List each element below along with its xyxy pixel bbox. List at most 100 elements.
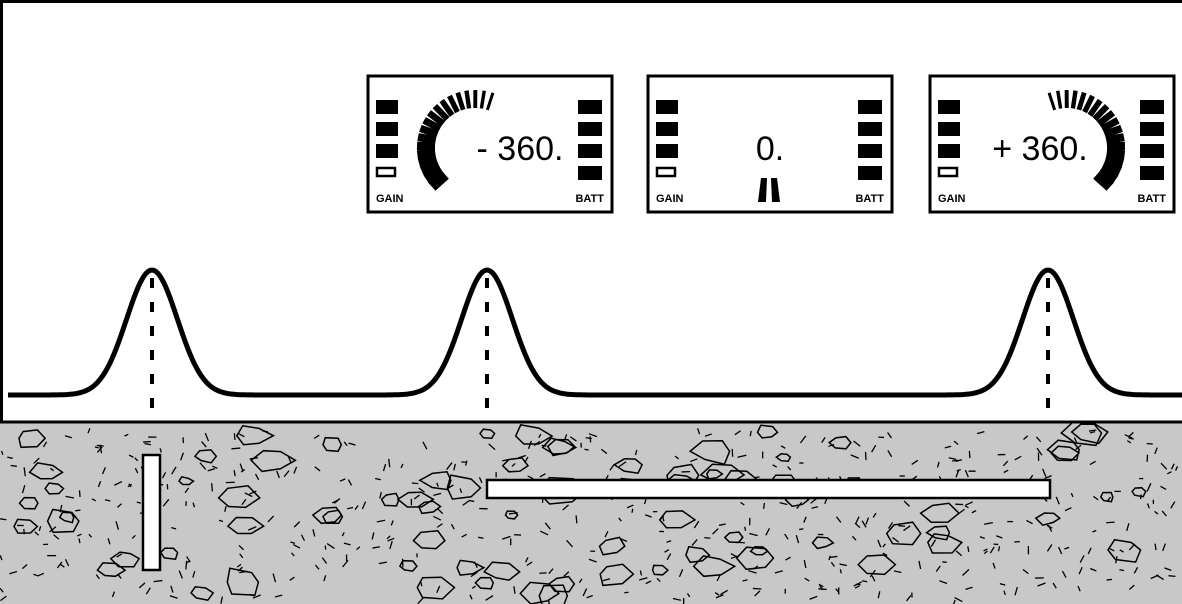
grit <box>292 543 301 549</box>
grit <box>666 553 672 561</box>
grit <box>64 558 70 567</box>
grit <box>169 595 178 599</box>
grit <box>602 578 611 582</box>
arc-segment <box>455 91 466 111</box>
grit <box>161 472 167 479</box>
arc-segment <box>1070 90 1078 109</box>
stone <box>418 470 452 491</box>
grit <box>462 500 470 506</box>
grit <box>903 500 910 507</box>
grit <box>502 535 511 540</box>
grit <box>639 570 643 576</box>
grit <box>804 577 810 582</box>
grit <box>289 576 295 581</box>
grit <box>918 560 922 570</box>
grit <box>631 508 634 513</box>
arc-segment <box>419 124 439 139</box>
reading: 0. <box>756 130 784 168</box>
grit <box>839 563 847 567</box>
grit <box>37 572 44 577</box>
grit <box>548 568 554 574</box>
grit <box>0 518 7 521</box>
grit <box>354 505 359 510</box>
grit <box>787 466 792 471</box>
grit <box>331 499 339 504</box>
grit <box>965 501 973 506</box>
display: GAIN BATT - 360. <box>366 74 614 214</box>
stone <box>321 509 344 524</box>
stone <box>926 533 964 554</box>
stone <box>44 482 65 495</box>
grit <box>21 564 28 570</box>
gain-bar <box>376 100 398 114</box>
grit <box>744 526 747 531</box>
grit <box>618 461 627 468</box>
grit <box>390 520 394 526</box>
grit <box>1042 468 1047 477</box>
stone <box>474 576 495 590</box>
grit <box>1162 543 1166 552</box>
grit <box>678 569 684 578</box>
grit <box>588 558 597 563</box>
horizontal-pipe <box>485 478 1052 500</box>
grit <box>131 534 136 539</box>
arc-segment <box>447 94 460 114</box>
grit <box>389 540 393 550</box>
grit <box>609 464 615 471</box>
grit <box>737 454 747 458</box>
grit <box>220 596 224 604</box>
grit <box>116 553 123 558</box>
grit <box>964 469 969 478</box>
grit <box>97 481 102 488</box>
stone <box>479 428 496 439</box>
grit <box>1089 430 1096 434</box>
grit <box>413 494 420 500</box>
display: GAIN BATT 0. <box>646 74 894 214</box>
stone <box>925 525 951 541</box>
grit <box>0 587 4 593</box>
grit <box>1160 485 1167 491</box>
grit <box>600 448 608 455</box>
grit <box>967 546 970 552</box>
arc-segment <box>420 160 441 177</box>
arc-segment <box>422 117 442 132</box>
grit <box>1087 547 1092 555</box>
grit <box>1093 495 1099 501</box>
grit <box>326 543 335 550</box>
grit <box>871 444 877 453</box>
grit <box>239 553 244 559</box>
grit <box>1052 582 1057 589</box>
grit <box>224 505 227 512</box>
grit <box>1014 586 1018 596</box>
grit <box>1079 555 1085 563</box>
grit <box>1161 510 1167 517</box>
grit <box>850 454 860 459</box>
grit <box>691 538 698 546</box>
grit <box>586 594 593 599</box>
grit <box>287 456 292 463</box>
arc-segment <box>426 110 446 127</box>
grit <box>526 561 533 567</box>
stone <box>250 449 297 473</box>
grit <box>433 492 442 496</box>
grit <box>185 560 188 570</box>
grit <box>1133 567 1139 574</box>
grit <box>34 531 40 536</box>
grit <box>436 523 443 528</box>
grit <box>589 436 592 443</box>
grit <box>935 565 941 572</box>
grit <box>984 521 993 525</box>
grit <box>696 428 701 435</box>
grit <box>9 570 18 575</box>
stone <box>504 510 519 520</box>
grit <box>1003 469 1009 474</box>
grit <box>417 596 425 604</box>
grit <box>244 492 253 498</box>
grit <box>218 519 224 523</box>
grit <box>672 597 682 601</box>
grit <box>645 580 652 585</box>
grit <box>569 436 577 442</box>
grit <box>1073 437 1078 444</box>
arc-segment <box>1103 124 1123 139</box>
grit <box>485 595 494 601</box>
